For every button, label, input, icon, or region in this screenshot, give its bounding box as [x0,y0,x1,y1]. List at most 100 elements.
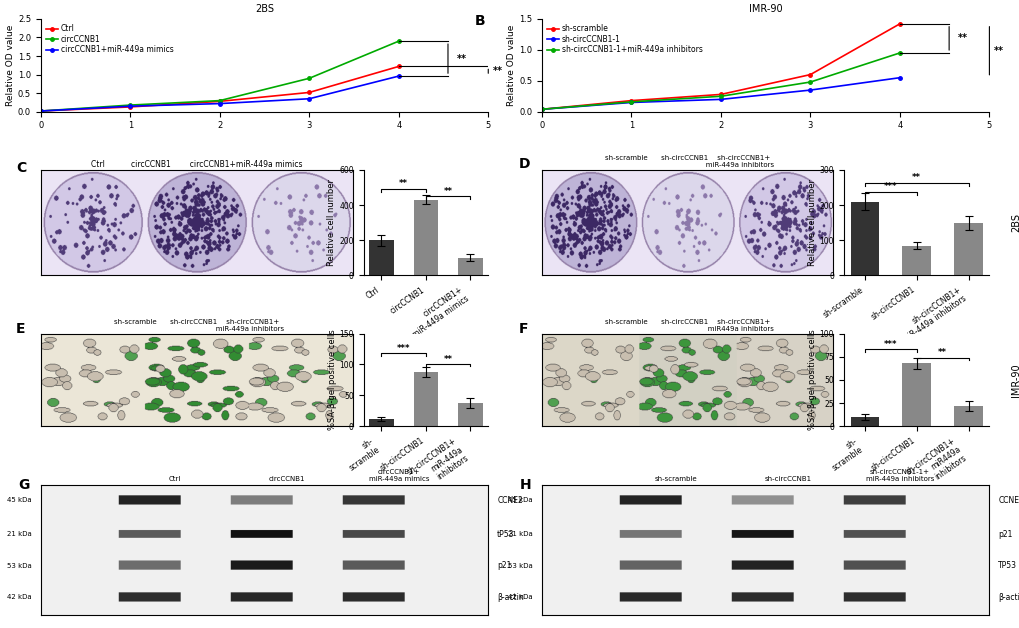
Text: **: ** [443,187,452,195]
Text: 2BS: 2BS [255,4,274,14]
sh-circCCNB1-1+miR-449a inhibitors [893,49,905,57]
Line: sh-circCCNB1-1+miR-449a inhibitors: sh-circCCNB1-1+miR-449a inhibitors [540,51,901,111]
Y-axis label: Relative cell number: Relative cell number [807,179,816,266]
Line: circCCNB1: circCCNB1 [39,40,400,113]
Title: Ctrl           circCCNB1        circCCNB1+miR-449a mimics: Ctrl circCCNB1 circCCNB1+miR-449a mimics [91,160,303,169]
Y-axis label: %SA-β-gel positive cells: %SA-β-gel positive cells [807,330,816,430]
Bar [414,372,438,426]
Text: **: ** [937,348,947,357]
Legend: Ctrl, circCCNB1, circCCNB1+miR-449a mimics: Ctrl, circCCNB1, circCCNB1+miR-449a mimi… [45,23,175,56]
circCCNB1 [392,38,405,45]
Bar [954,223,982,276]
sh-scramble [893,20,905,28]
Text: CCNE2: CCNE2 [998,495,1019,505]
Text: F: F [518,322,528,337]
Text: β-actin: β-actin [998,593,1019,602]
circCCNB1+miR-449a mimics [124,102,137,110]
circCCNB1+miR-449a mimics [35,107,47,115]
Ctrl [124,103,137,111]
Text: D: D [518,157,530,171]
Text: IMR-90: IMR-90 [748,4,782,14]
Y-axis label: Relative OD value: Relative OD value [506,24,516,106]
Text: β-actin: β-actin [496,593,524,602]
Line: sh-circCCNB1-1: sh-circCCNB1-1 [540,76,901,111]
Text: 53 kDa: 53 kDa [507,563,533,569]
Bar [458,403,482,426]
sh-circCCNB1-1+miR-449a inhibitors [535,106,547,113]
sh-circCCNB1-1 [625,99,637,106]
Text: tP53: tP53 [496,530,515,539]
Text: **: ** [457,53,467,63]
sh-scramble [625,97,637,104]
Text: E: E [16,322,25,337]
Bar [369,419,393,426]
Y-axis label: %SA-β-gel positive cells: %SA-β-gel positive cells [327,330,336,430]
sh-scramble [535,106,547,113]
Text: **: ** [957,33,967,43]
Text: Ctrl: Ctrl [169,476,181,482]
sh-circCCNB1-1 [714,95,727,103]
Text: C: C [16,161,26,175]
Bar [902,246,930,276]
Text: sh-scramble: sh-scramble [654,476,697,482]
circCCNB1 [303,75,315,82]
Bar [458,258,482,276]
sh-circCCNB1-1 [804,86,816,94]
Text: circCCNB1+
miR-449a mimics: circCCNB1+ miR-449a mimics [368,469,429,482]
sh-scramble [714,90,727,98]
Text: p21: p21 [998,530,1012,539]
Ctrl [392,63,405,70]
Title: sh-scramble      sh-circCCNB1    sh-circCCNB1+
                                 : sh-scramble sh-circCCNB1 sh-circCCNB1+ [601,319,772,332]
circCCNB1 [213,97,225,104]
Bar [850,202,878,276]
Text: 42 kDa: 42 kDa [7,594,32,600]
Title: sh-scramble      sh-circCCNB1    sh-circCCNB1+
                                 : sh-scramble sh-circCCNB1 sh-circCCNB1+ [109,319,283,332]
Y-axis label: Relative cell number: Relative cell number [327,179,336,266]
sh-scramble [804,71,816,78]
Text: **: ** [911,173,920,182]
sh-circCCNB1-1 [535,106,547,113]
circCCNB1+miR-449a mimics [392,72,405,80]
Bar [369,241,393,276]
Ctrl [213,97,225,105]
sh-circCCNB1-1 [893,74,905,82]
Bar [954,406,982,426]
Text: 21 kDa: 21 kDa [507,531,533,538]
circCCNB1+miR-449a mimics [213,100,225,107]
Ctrl [35,107,47,115]
Text: ***: *** [396,344,410,353]
Text: 45 kDa: 45 kDa [507,497,533,503]
Text: 42 kDa: 42 kDa [507,594,533,600]
Line: circCCNB1+miR-449a mimics: circCCNB1+miR-449a mimics [39,74,400,113]
Text: **: ** [443,355,452,364]
Text: 21 kDa: 21 kDa [7,531,32,538]
Bar [850,417,878,426]
Text: G: G [18,478,30,492]
Text: p21: p21 [496,561,512,570]
Text: TP53: TP53 [998,561,1016,570]
Line: Ctrl: Ctrl [39,65,400,113]
Text: circCCNB1: circCCNB1 [268,476,305,482]
circCCNB1+miR-449a mimics [303,95,315,102]
Text: **: ** [993,46,1003,56]
Line: sh-scramble: sh-scramble [540,22,901,111]
sh-circCCNB1-1+miR-449a inhibitors [625,98,637,106]
Text: CCNE2: CCNE2 [496,495,523,505]
Text: **: ** [398,180,408,188]
Text: 53 kDa: 53 kDa [7,563,32,569]
Text: B: B [475,14,485,28]
Text: H: H [519,478,531,492]
Text: ***: *** [883,340,897,349]
Bar [414,200,438,276]
Title: sh-scramble      sh-circCCNB1    sh-circCCNB1+
                                 : sh-scramble sh-circCCNB1 sh-circCCNB1+ [600,155,773,168]
Text: sh-circCCNB1: sh-circCCNB1 [763,476,811,482]
Text: 45 kDa: 45 kDa [7,497,32,503]
sh-circCCNB1-1+miR-449a inhibitors [714,92,727,100]
sh-circCCNB1-1+miR-449a inhibitors [804,78,816,86]
Text: 2BS: 2BS [1010,213,1019,232]
circCCNB1 [124,101,137,109]
Text: IMR-90: IMR-90 [1010,363,1019,397]
Text: **: ** [492,66,502,76]
Y-axis label: Relative OD value: Relative OD value [6,24,15,106]
Text: ***: *** [883,182,897,192]
